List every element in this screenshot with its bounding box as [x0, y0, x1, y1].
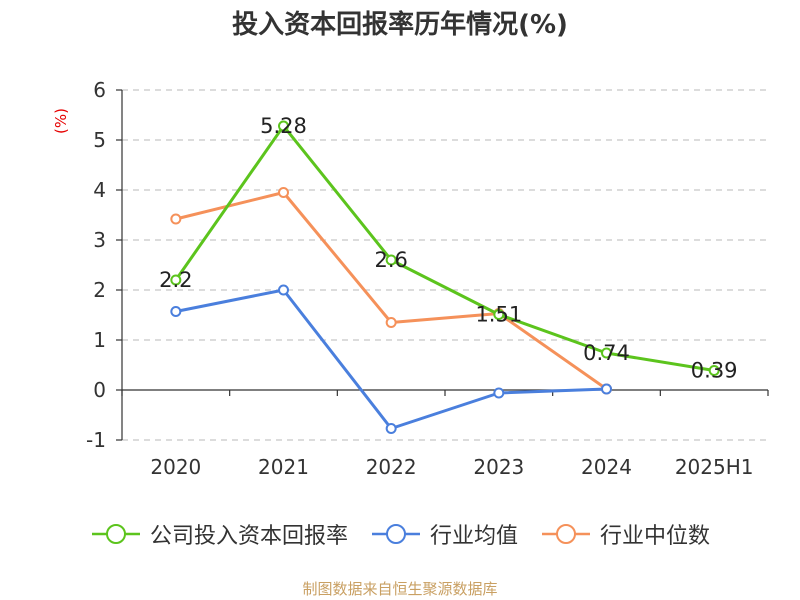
data-label: 1.51 [475, 303, 522, 327]
series-line-industry_avg [175, 288, 607, 430]
data-point-industry_median [170, 213, 182, 225]
y-tick-label: 0 [93, 378, 106, 402]
data-point-industry_avg [601, 383, 612, 395]
x-tick-label: 2023 [473, 455, 524, 479]
legend-label-company: 公司投入资本回报率 [149, 524, 348, 549]
legend-marker-industry-avg [371, 524, 420, 544]
x-tick-label: 2025H1 [675, 455, 754, 479]
series-line-company [174, 124, 715, 372]
data-label: 0.74 [583, 341, 630, 365]
legend-label-industry-avg: 行业均值 [429, 524, 518, 549]
y-tick-label: 6 [93, 78, 106, 102]
y-tick-label: 4 [93, 178, 106, 202]
data-point-company [493, 309, 505, 320]
series-layer [170, 120, 720, 434]
x-tick-label: 2024 [581, 455, 632, 479]
y-tick-label: 1 [93, 328, 106, 352]
data-label: 2.6 [374, 248, 407, 272]
data-point-company [170, 274, 182, 286]
data-label: 0.39 [691, 359, 738, 383]
data-point-company [601, 347, 612, 359]
data-label: 2.2 [159, 268, 192, 292]
gridlines [122, 89, 768, 441]
x-tick-label: 2022 [366, 455, 417, 479]
data-point-industry_median [278, 187, 289, 198]
legend: 公司投入资本回报率 行业均值 行业中位数 [0, 518, 800, 550]
legend-marker-industry-median [542, 524, 590, 544]
data-point-industry_avg [385, 423, 397, 434]
y-tick-label: 5 [93, 128, 106, 152]
y-tick-label: -1 [86, 428, 106, 452]
data-point-company [278, 120, 289, 132]
data-labels: 2.2 5.28 2.6 1.51 0.74 0.39 [159, 114, 737, 383]
axes: -1 0 1 2 3 4 5 6 2020 2021 2022 2023 2024 2025H1 [86, 78, 769, 479]
legend-item-industry-median[interactable]: 行业中位数 [540, 518, 710, 550]
legend-marker-company [91, 524, 140, 544]
data-point-company [385, 254, 397, 266]
legend-label-industry-median: 行业中位数 [600, 524, 711, 549]
x-tick-label: 2021 [258, 455, 309, 479]
y-tick-label: 2 [93, 278, 106, 302]
legend-item-company[interactable]: 公司投入资本回报率 [90, 518, 348, 550]
data-label: 5.28 [260, 114, 307, 138]
data-point-industry_median [385, 317, 397, 328]
data-point-industry_avg [170, 306, 182, 317]
y-tick-label: 3 [93, 228, 106, 252]
chart-title: 投入资本回报率历年情况(%) [232, 10, 568, 40]
data-point-company [708, 365, 720, 376]
x-tick-label: 2020 [150, 455, 201, 479]
data-source-note: 制图数据来自恒生聚源数据库 [302, 580, 498, 598]
data-point-industry_avg [278, 284, 289, 296]
data-point-industry_avg [493, 387, 505, 399]
series-line-industry_median [175, 191, 608, 391]
legend-item-industry-avg[interactable]: 行业均值 [370, 518, 518, 550]
